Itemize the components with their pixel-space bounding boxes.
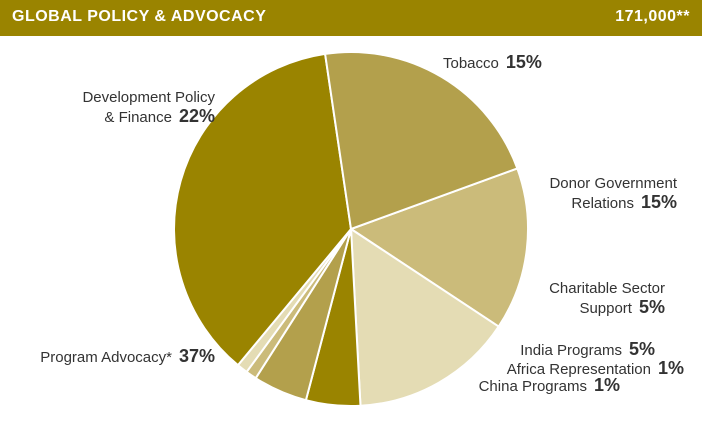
slice-label-text: Charitable Sector (549, 280, 665, 297)
chart-total: 171,000** (615, 8, 690, 25)
slice-percent-development-policy-finance: 22% (179, 106, 215, 126)
slice-label-donor-government-relations: Donor Government (549, 175, 677, 192)
slice-label-development-policy-finance: & Finance 22% (104, 106, 215, 126)
slice-label-text: India Programs (520, 342, 622, 359)
slice-label-text: China Programs (479, 378, 587, 395)
slice-percent-charitable-sector-support: 5% (639, 297, 665, 317)
pie-slice-development-policy-finance (324, 51, 519, 230)
slice-label-donor-government-relations: Relations 15% (571, 192, 677, 212)
slice-label-india-programs: India Programs 5% (520, 339, 655, 359)
slice-label-text: & Finance (104, 109, 172, 126)
slice-label-charitable-sector-support: Support 5% (579, 297, 665, 317)
pie-slice-tobacco (350, 167, 529, 328)
slice-label-africa-representation: Africa Representation 1% (507, 358, 684, 378)
slice-percent-india-programs: 5% (629, 339, 655, 359)
slice-label-text: Development Policy (82, 89, 215, 106)
slice-percent-donor-government-relations: 15% (641, 192, 677, 212)
chart-title: GLOBAL POLICY & ADVOCACY (12, 8, 267, 25)
slice-label-development-policy-finance: Development Policy (82, 89, 215, 106)
chart-header: GLOBAL POLICY & ADVOCACY 171,000** (0, 0, 702, 36)
slice-percent-program-advocacy: 37% (179, 346, 215, 366)
slice-label-text: Tobacco (443, 55, 499, 72)
slice-percent-africa-representation: 1% (658, 358, 684, 378)
slice-percent-tobacco: 15% (506, 52, 542, 72)
slice-label-text: Africa Representation (507, 361, 651, 378)
slice-label-china-programs: China Programs 1% (479, 375, 620, 395)
slice-percent-china-programs: 1% (594, 375, 620, 395)
slice-label-text: Support (579, 300, 632, 317)
pie-slice-program-advocacy (173, 52, 352, 367)
slice-label-tobacco: Tobacco 15% (443, 52, 542, 72)
slice-label-text: Donor Government (549, 175, 677, 192)
slice-label-program-advocacy: Program Advocacy* 37% (40, 346, 215, 366)
pie-slice-donor-government-relations (350, 228, 500, 407)
slice-label-charitable-sector-support: Charitable Sector (549, 280, 665, 297)
slice-label-text: Relations (571, 195, 634, 212)
slice-label-text: Program Advocacy* (40, 349, 172, 366)
pie-slices (173, 51, 529, 407)
